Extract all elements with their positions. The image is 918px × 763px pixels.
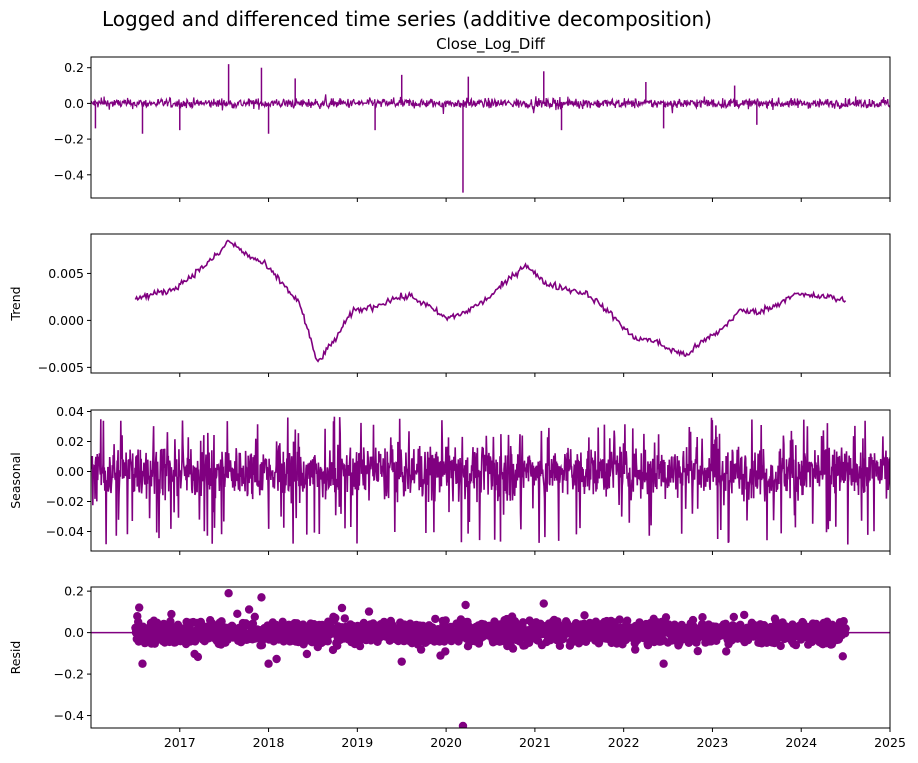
xtick-label: 2024 (785, 735, 817, 750)
close-log-diff-ytick-label: 0.2 (64, 60, 84, 75)
close-log-diff-series-line (91, 94, 890, 115)
resid-ytick-label: −0.2 (54, 667, 84, 682)
resid-point (615, 615, 624, 624)
resid-ylabel: Resid (8, 641, 23, 675)
seasonal-ytick-label: 0.04 (56, 404, 84, 419)
resid-point (518, 618, 528, 627)
resid-point (331, 613, 340, 623)
resid-point (244, 605, 254, 614)
seasonal-ytick-label: −0.02 (46, 494, 84, 509)
resid-ytick-label: 0.0 (64, 625, 84, 640)
trend-axes-frame (90, 233, 891, 374)
resid-point (272, 654, 281, 664)
trend-ylabel: Trend (8, 286, 23, 321)
resid-point (580, 611, 589, 620)
resid-point (135, 603, 144, 612)
resid-point (217, 617, 226, 626)
resid-notable-point-4 (138, 659, 147, 668)
resid-point (250, 612, 259, 621)
resid-point (340, 614, 349, 623)
xtick-label: 2018 (253, 735, 285, 750)
resid-point (166, 617, 175, 626)
resid-plot-area (91, 589, 890, 728)
seasonal-axes-frame (90, 409, 891, 552)
resid-point (431, 614, 440, 624)
panels-group: −0.4 −0.2 0.0 0.2 Close_Log_Diff −0.005 0.000 0… (8, 35, 906, 750)
resid-point (508, 644, 518, 653)
xtick-label: 2017 (164, 735, 196, 750)
resid-notable-point-2 (257, 593, 266, 602)
resid-notable-point-0 (458, 721, 468, 728)
close-log-diff-title: Close_Log_Diff (436, 35, 545, 54)
close-log-diff-plot-area (91, 64, 890, 193)
trend-plot-area (134, 239, 847, 363)
panel-trend: −0.005 0.000 0.005 Trend (8, 233, 891, 377)
xtick-label: 2023 (697, 735, 729, 750)
resid-point (355, 641, 365, 651)
resid-point (729, 612, 738, 622)
resid-point (233, 609, 242, 618)
panel-resid: −0.4 −0.2 0.0 0.2 2017 2018 2019 2020 2021 2022 20… (8, 584, 906, 750)
xtick-label: 2021 (519, 735, 551, 750)
trend-series-line (134, 239, 847, 363)
resid-point (839, 617, 848, 626)
close-log-diff-axes-frame (90, 56, 891, 199)
resid-point (661, 613, 671, 622)
resid-point (698, 613, 707, 622)
resid-point (693, 646, 702, 656)
close-log-diff-ytick-label: −0.4 (54, 167, 84, 182)
panel-seasonal: −0.04 −0.02 0.00 0.02 0.04 Seasonal (8, 404, 891, 555)
resid-point (167, 609, 176, 619)
resid-point (302, 649, 312, 659)
resid-point (441, 616, 450, 625)
panel-close-log-diff: −0.4 −0.2 0.0 0.2 Close_Log_Diff (54, 35, 891, 202)
figure-suptitle: Logged and differenced time series (addi… (102, 7, 712, 31)
resid-point (740, 610, 749, 620)
resid-point (635, 618, 644, 627)
resid-point (631, 645, 640, 654)
resid-point (722, 647, 731, 656)
resid-point (841, 624, 850, 633)
seasonal-ytick-label: −0.04 (46, 524, 84, 539)
resid-point (337, 603, 347, 613)
resid-notable-point-3 (539, 599, 548, 608)
resid-point (776, 641, 785, 651)
xtick-label: 2019 (341, 735, 373, 750)
seasonal-ylabel: Seasonal (8, 452, 23, 509)
close-log-diff-ytick-label: −0.2 (54, 132, 84, 147)
trend-ytick-label: 0.005 (48, 266, 84, 281)
trend-ytick-label: −0.005 (38, 360, 84, 375)
xtick-label: 2020 (430, 735, 462, 750)
resid-point (688, 615, 698, 625)
resid-point (323, 637, 332, 646)
resid-ytick-label: −0.4 (54, 708, 84, 723)
resid-ytick-label: 0.2 (64, 584, 84, 599)
resid-point (441, 647, 450, 656)
resid-notable-point-6 (659, 659, 668, 668)
resid-point (364, 607, 374, 616)
resid-point (838, 652, 847, 661)
resid-point (193, 652, 203, 662)
resid-axes-frame (90, 586, 891, 729)
xtick-label: 2022 (608, 735, 640, 750)
xtick-label: 2025 (874, 735, 906, 750)
seasonal-ytick-label: 0.00 (56, 464, 84, 479)
close-log-diff-ytick-label: 0.0 (64, 96, 84, 111)
resid-point (416, 645, 426, 654)
seasonal-series-line (91, 416, 890, 545)
trend-ytick-label: 0.000 (48, 313, 84, 328)
seasonal-ytick-label: 0.02 (56, 434, 84, 449)
resid-notable-point-5 (264, 659, 273, 668)
seasonal-plot-area (91, 416, 890, 545)
resid-notable-point-1 (224, 589, 233, 598)
resid-point (461, 600, 470, 610)
resid-point (791, 640, 801, 650)
resid-notable-point-7 (397, 657, 406, 666)
